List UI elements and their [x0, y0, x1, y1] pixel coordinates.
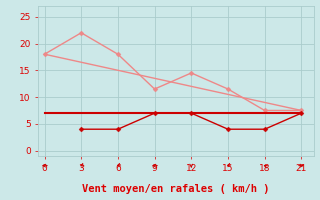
- X-axis label: Vent moyen/en rafales ( km/h ): Vent moyen/en rafales ( km/h ): [82, 184, 270, 194]
